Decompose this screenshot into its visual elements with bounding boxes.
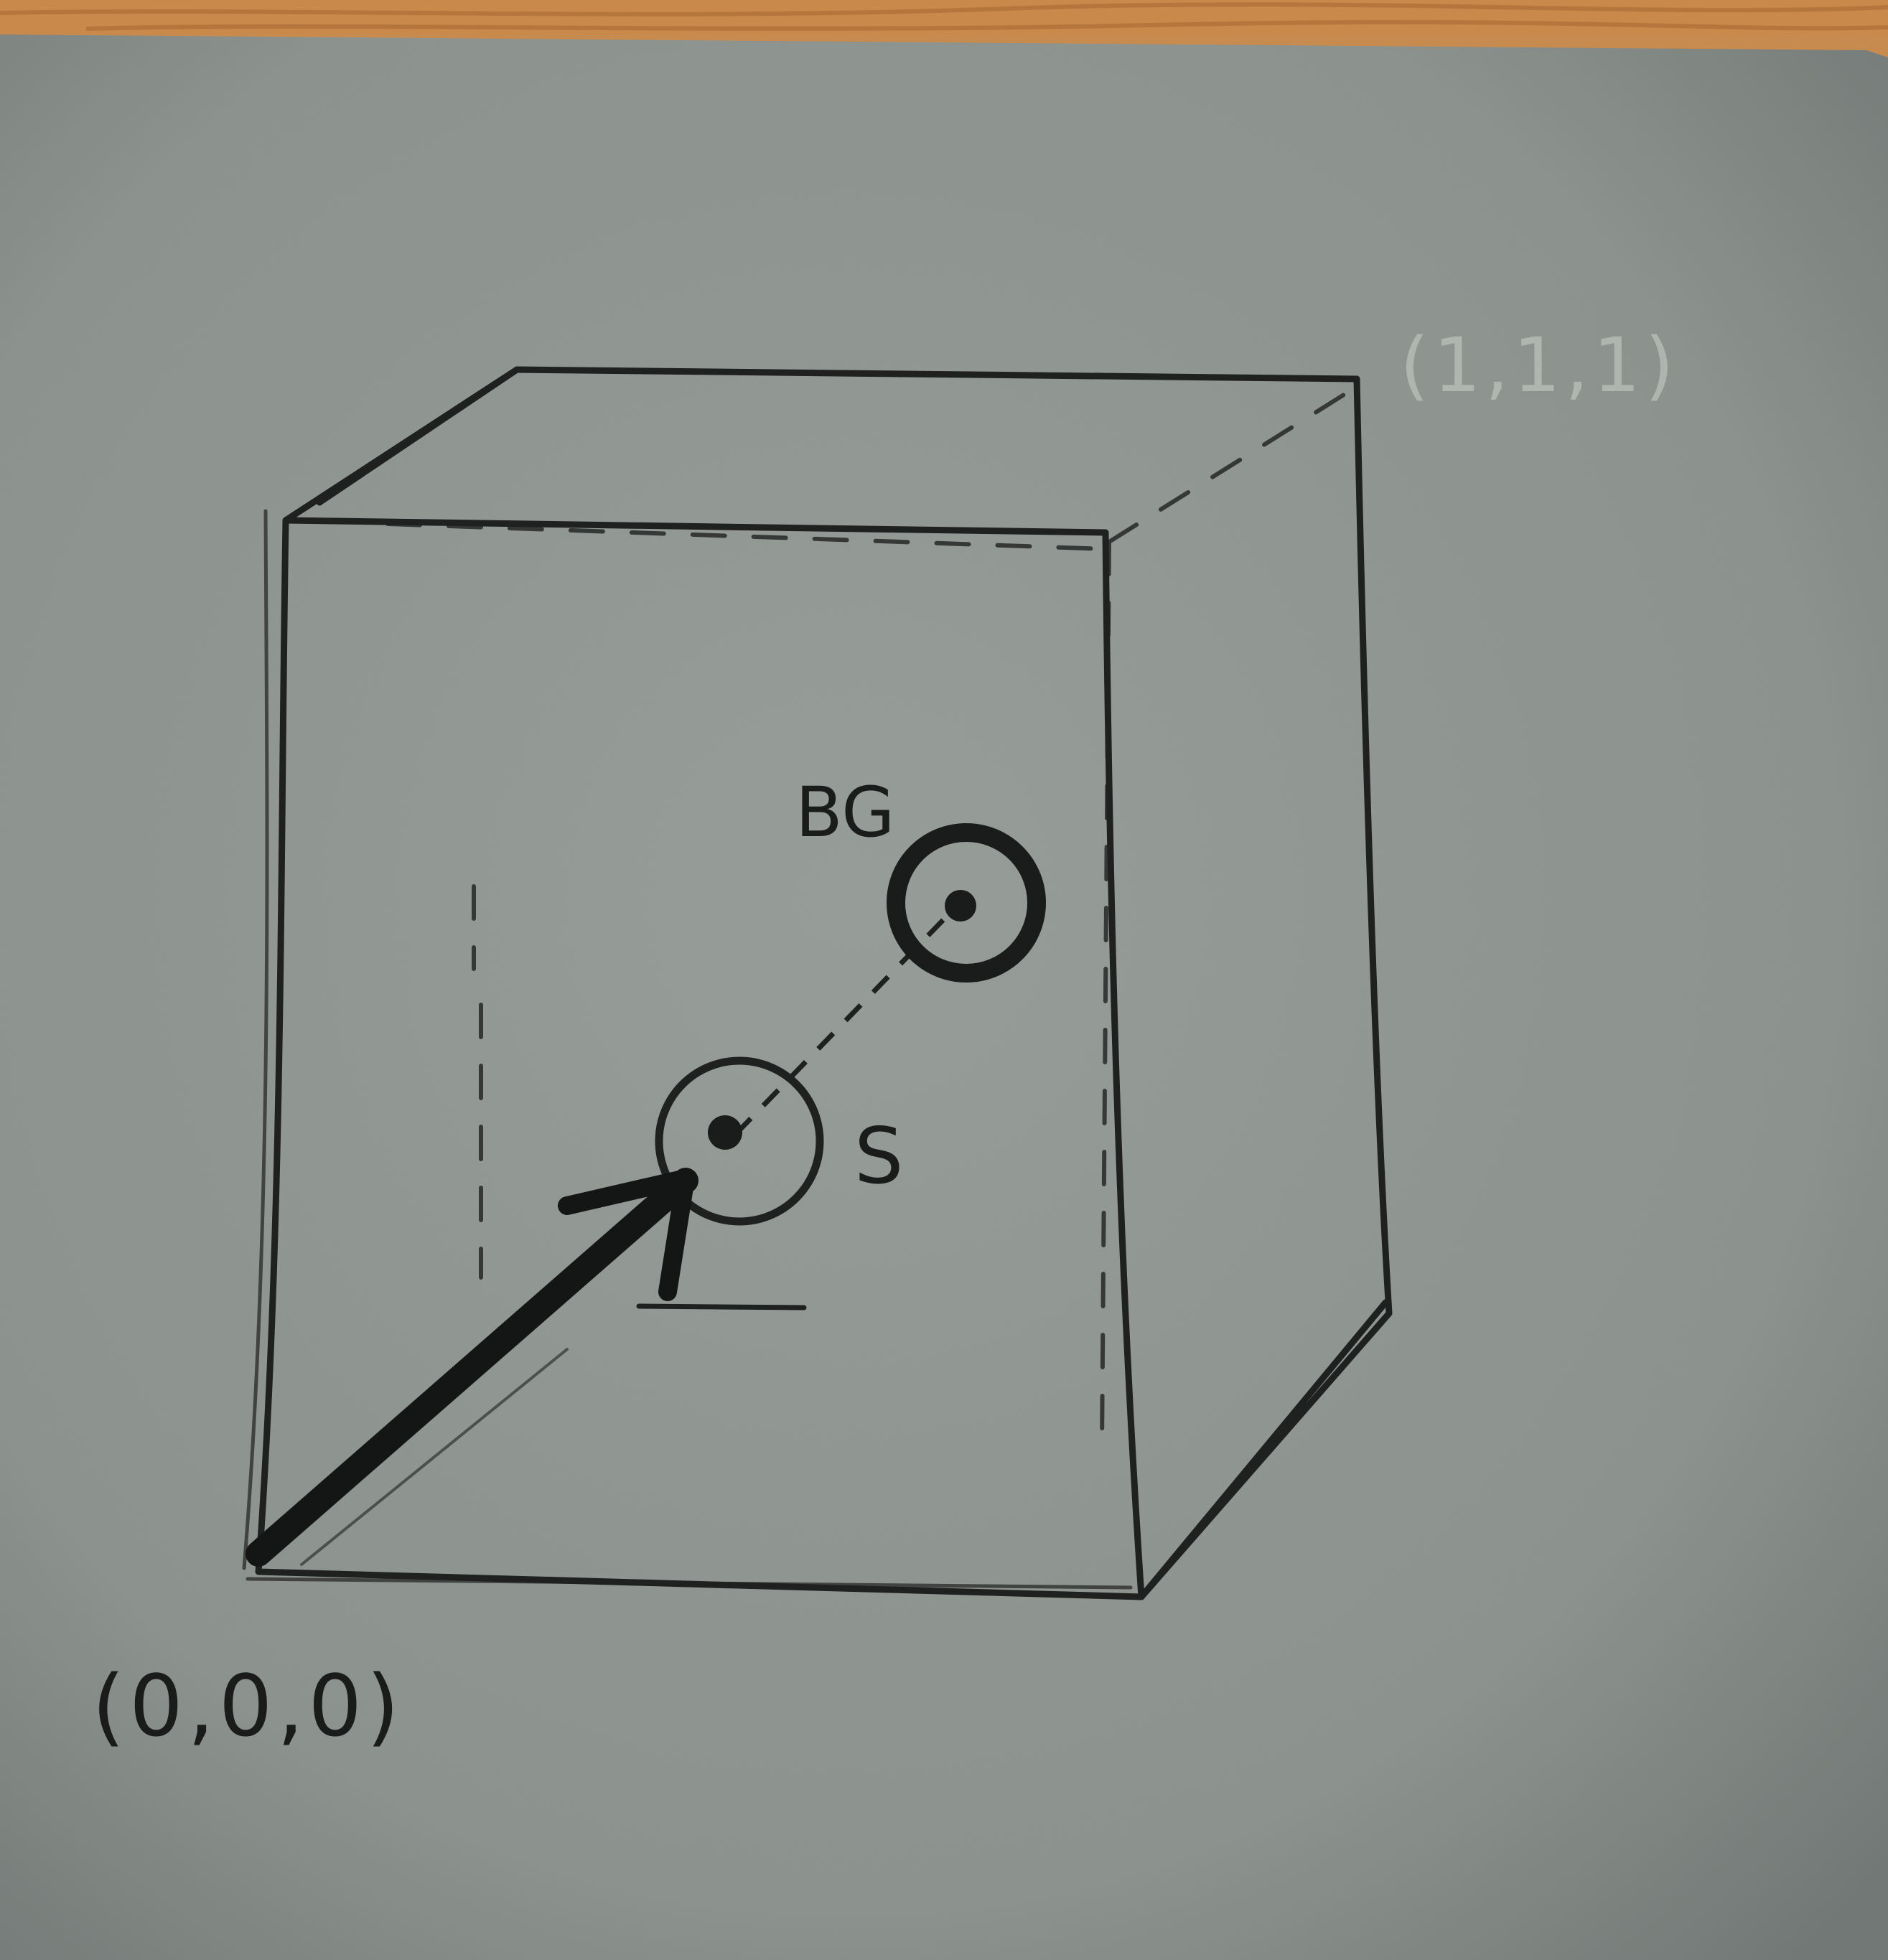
paper-grain bbox=[0, 34, 1888, 1960]
cube-back-bottom-edge bbox=[636, 1303, 807, 1310]
s-marker-icon bbox=[655, 1056, 824, 1226]
label-origin: (0,0,0) bbox=[92, 1656, 403, 1755]
cube-hidden-edges bbox=[385, 389, 1352, 1448]
label-far-corner: (1,1,1) bbox=[1400, 322, 1678, 409]
s-to-bg-dashed-line bbox=[734, 902, 961, 1136]
cube bbox=[242, 366, 1393, 1600]
wood-grain bbox=[0, 2, 1888, 31]
bg-marker-icon bbox=[887, 823, 1046, 983]
cube-front-face-retrace bbox=[242, 509, 1133, 1590]
cube-top-face bbox=[282, 366, 1360, 524]
cube-diagonal bbox=[300, 1348, 569, 1566]
cube-right-face bbox=[1138, 375, 1393, 1600]
label-s: S bbox=[854, 1112, 904, 1201]
origin-arrow-icon bbox=[246, 1168, 698, 1567]
label-bg: BG bbox=[795, 772, 895, 853]
cube-front-face bbox=[255, 517, 1145, 1600]
